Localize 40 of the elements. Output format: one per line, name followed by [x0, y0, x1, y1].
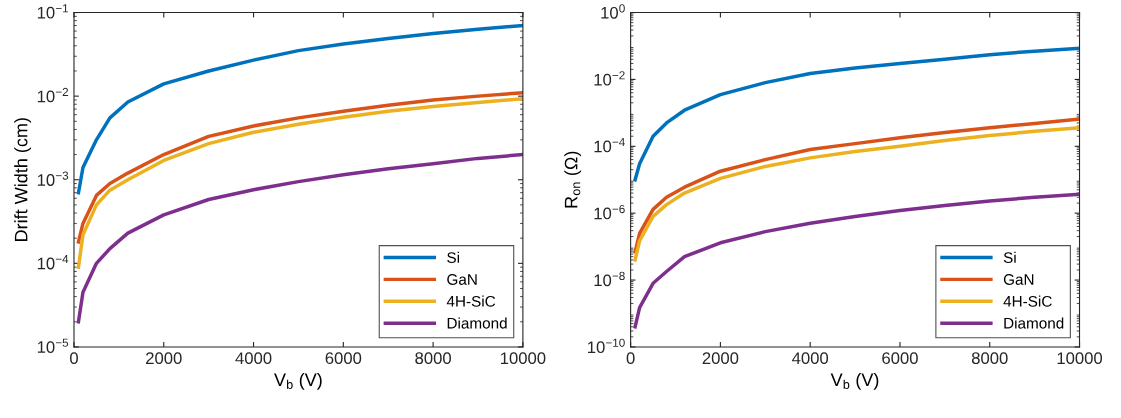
x-tick-label: 6000	[882, 352, 918, 365]
legend-label: GaN	[1003, 274, 1034, 285]
y-axis-title: Drift Width (cm)	[14, 118, 32, 241]
x-tick-label: 4000	[792, 352, 829, 365]
y-tick-label: 10$^{−2}$	[37, 87, 69, 103]
line-series	[76, 90, 523, 244]
line-series	[76, 97, 523, 269]
y-tick-label: 10$^{0}$	[601, 4, 625, 19]
legend-label: Si	[1003, 251, 1016, 263]
legend-label: 4H-SiC	[446, 295, 496, 307]
legend-label: GaN	[447, 274, 477, 285]
x-tick-label: 2000	[702, 352, 739, 365]
line-series	[76, 23, 523, 195]
y-tick-label: 10$^{−3}$	[37, 171, 69, 186]
y-tick-label: 10$^{−6}$	[594, 204, 625, 220]
x-tick-label: 10000	[1057, 352, 1103, 365]
y-tick-label: 10$^{−4}$	[37, 255, 69, 270]
x-tick-label: 2000	[146, 352, 182, 365]
y-tick-label: 10$^{−2}$	[594, 71, 625, 86]
x-tick-label: 4000	[235, 352, 272, 365]
y-axis-title: R$_{on}$ (Ω)	[564, 151, 582, 208]
x-axis-title: V$_{b}$ (V)	[830, 372, 879, 390]
legend-label: 4H-SiC	[1003, 295, 1052, 307]
x-tick-label: 0	[70, 352, 78, 365]
x-tick-label: 10000	[500, 352, 546, 365]
y-tick-label: 10$^{−5}$	[37, 338, 69, 353]
y-tick-label: 10$^{−4}$	[594, 138, 625, 153]
line-series	[633, 46, 1080, 182]
legend-label: Diamond	[447, 317, 507, 329]
y-tick-label: 10$^{−8}$	[594, 271, 625, 287]
y-tick-label: 10$^{−10}$	[588, 338, 625, 354]
legend-label: Si	[447, 251, 460, 263]
x-tick-label: 6000	[325, 352, 362, 365]
x-axis-title: V$_{b}$ (V)	[274, 372, 322, 390]
x-tick-label: 8000	[971, 352, 1008, 365]
line-series	[633, 192, 1080, 329]
y-tick-label: 10$^{−1}$	[37, 4, 69, 19]
legend-label: Diamond	[1004, 317, 1064, 329]
x-tick-label: 8000	[415, 352, 451, 365]
x-tick-label: 0	[626, 352, 635, 365]
